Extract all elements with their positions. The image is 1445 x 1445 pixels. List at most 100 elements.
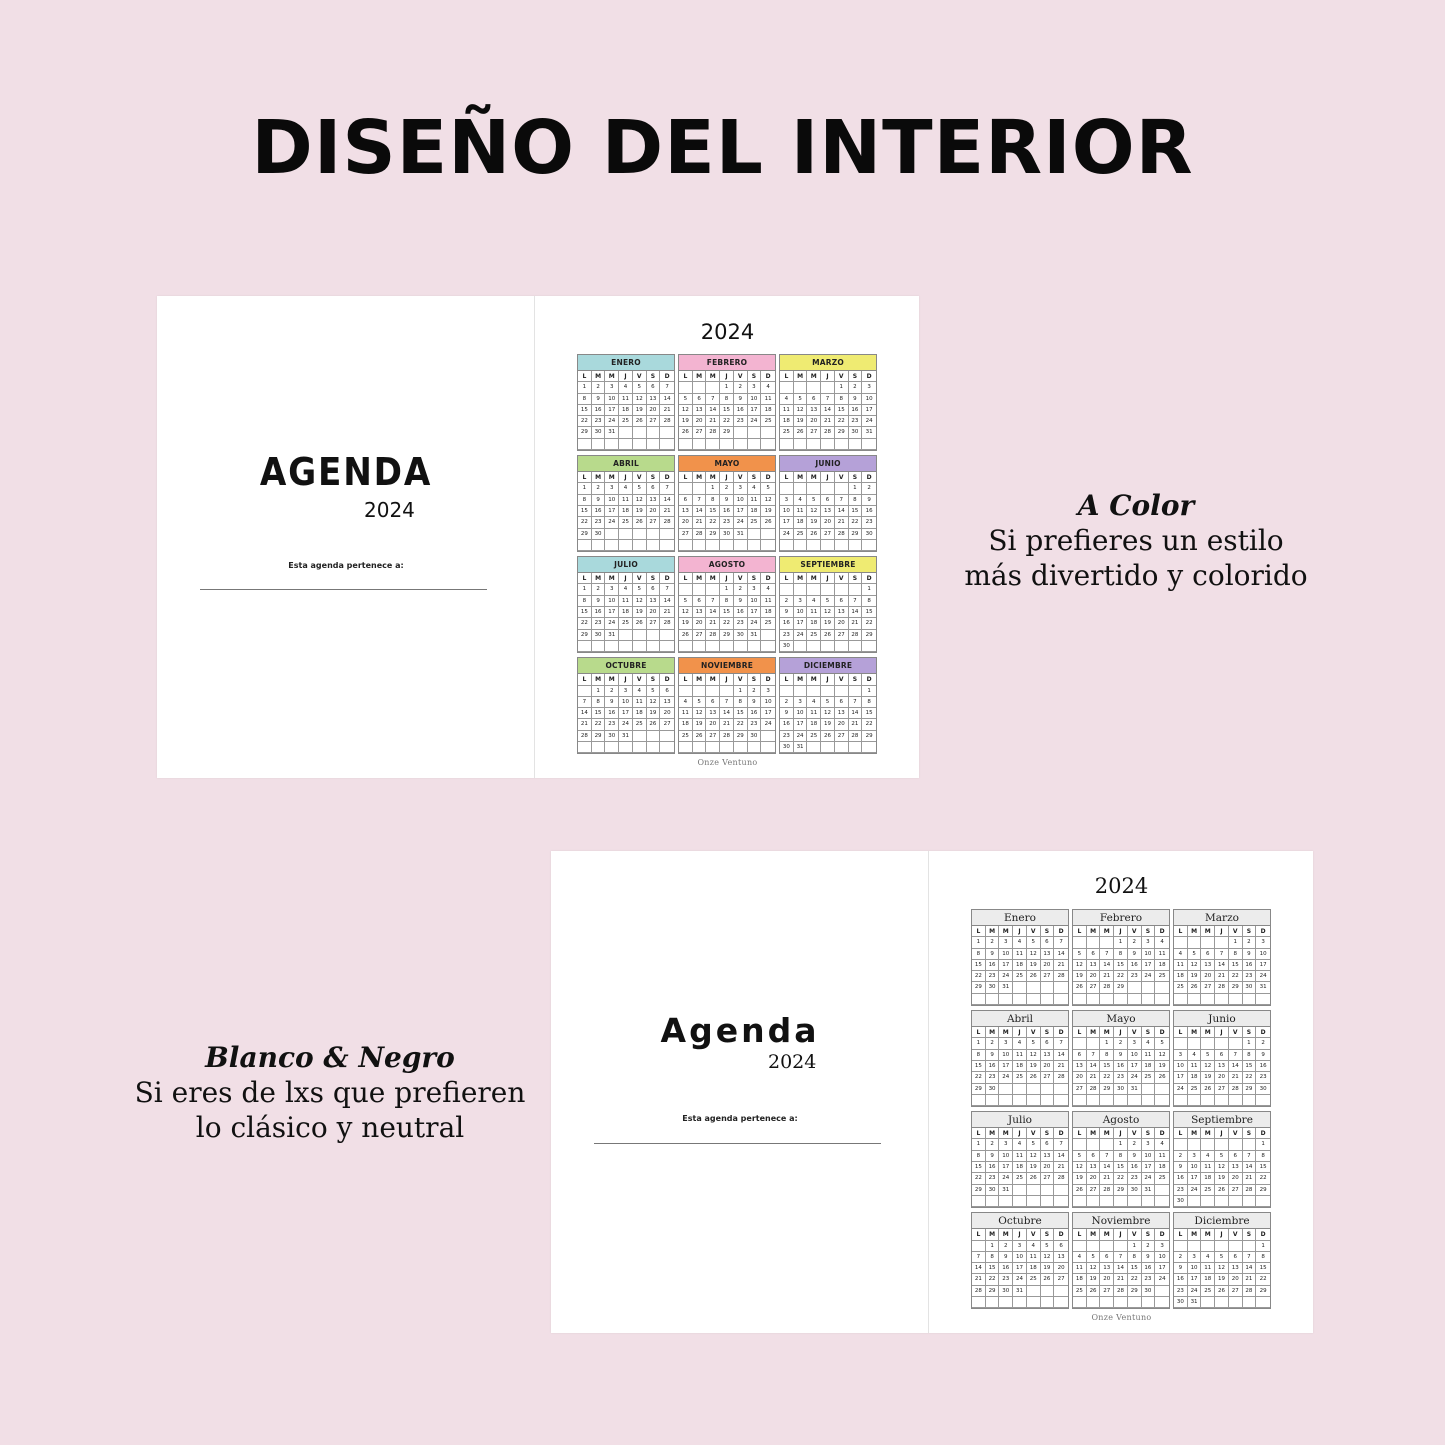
day-cell <box>1201 937 1216 949</box>
day-cell: 31 <box>1141 1184 1156 1196</box>
day-cell: 14 <box>578 708 592 720</box>
day-cell <box>780 685 794 697</box>
day-cell: 31 <box>605 427 620 439</box>
weekday-label: L <box>578 472 592 484</box>
day-cell: 26 <box>821 629 835 641</box>
weekday-label: L <box>972 1027 986 1039</box>
month-name: NOVIEMBRE <box>679 658 775 675</box>
day-cell: 29 <box>972 1184 986 1196</box>
day-cell: 21 <box>1242 1274 1257 1286</box>
weekday-label: V <box>632 472 647 484</box>
day-cell: 26 <box>1215 1285 1229 1298</box>
day-cell <box>780 382 794 394</box>
day-cell <box>1073 993 1087 1006</box>
day-cell: 17 <box>780 517 794 529</box>
month-name: MARZO <box>780 355 876 371</box>
day-cell <box>807 539 822 552</box>
day-cell <box>1127 1297 1142 1309</box>
day-cell: 19 <box>793 416 808 428</box>
caption-heading: Blanco & Negro <box>205 1041 455 1074</box>
day-cell: 24 <box>999 1072 1014 1084</box>
day-cell <box>1054 1297 1068 1309</box>
day-cell: 27 <box>1040 1173 1055 1185</box>
day-cell: 26 <box>646 719 661 731</box>
cover-page: AGENDA 2024 Esta agenda pertenece a: <box>157 296 535 778</box>
day-cell: 4 <box>1187 1049 1202 1061</box>
day-cell: 10 <box>733 494 748 506</box>
day-cell: 3 <box>780 494 794 506</box>
day-cell: 20 <box>807 416 822 428</box>
day-cell <box>619 438 633 451</box>
day-cell: 23 <box>985 971 1000 983</box>
day-cell: 16 <box>780 719 794 731</box>
weekday-label: V <box>733 371 748 383</box>
day-cell: 14 <box>1242 1263 1257 1275</box>
day-cell: 22 <box>733 719 748 731</box>
month-calendar: JULIO L M M J V S D 1 2 3 4 5 6 7 8 9 10 11 12 13 14 15 16 17 18 1… <box>577 556 675 654</box>
weekday-label: S <box>747 472 762 484</box>
day-cell: 14 <box>821 404 835 417</box>
day-cell: 23 <box>985 1173 1000 1185</box>
day-cell: 31 <box>999 982 1014 994</box>
day-cell: 19 <box>807 517 822 529</box>
day-cell: 15 <box>972 1162 986 1174</box>
day-cell: 20 <box>646 505 661 518</box>
day-cell: 24 <box>619 719 633 731</box>
day-cell: 26 <box>1026 1173 1041 1185</box>
day-cell: 26 <box>679 427 693 439</box>
weekday-label: S <box>1242 926 1257 938</box>
day-cell: 2 <box>780 696 794 709</box>
day-cell: 29 <box>862 731 876 743</box>
day-cell: 10 <box>747 595 762 608</box>
day-cell: 19 <box>1073 971 1087 983</box>
day-cell <box>605 528 620 540</box>
day-cell: 13 <box>1054 1252 1068 1264</box>
day-cell: 18 <box>747 505 762 518</box>
day-cell: 4 <box>761 584 775 596</box>
day-cell: 6 <box>646 382 661 394</box>
day-cell: 9 <box>605 696 620 709</box>
weekday-label: M <box>999 926 1014 938</box>
day-cell <box>692 685 707 697</box>
day-cell: 1 <box>578 584 592 596</box>
weekday-label: J <box>1215 1229 1229 1241</box>
day-cell: 28 <box>692 528 707 540</box>
day-cell: 23 <box>733 618 748 630</box>
day-cell: 11 <box>679 708 693 720</box>
weekday-label: M <box>1187 1229 1202 1241</box>
day-cell: 2 <box>1127 937 1142 949</box>
day-cell: 1 <box>862 584 876 596</box>
day-cell: 21 <box>1228 1072 1243 1084</box>
day-cell: 16 <box>1141 1263 1156 1275</box>
day-cell <box>591 438 606 451</box>
day-cell: 4 <box>632 685 647 697</box>
day-cell: 4 <box>1201 1150 1216 1163</box>
day-cell: 8 <box>1256 1151 1270 1163</box>
day-cell: 30 <box>780 640 794 653</box>
day-cell <box>1013 982 1027 994</box>
day-cell: 27 <box>706 730 721 743</box>
day-cell: 16 <box>999 1263 1014 1275</box>
day-cell: 29 <box>1228 982 1243 994</box>
day-cell: 8 <box>591 696 606 709</box>
day-cell: 28 <box>578 730 592 743</box>
day-cell <box>1187 1195 1202 1208</box>
day-cell <box>632 629 647 641</box>
day-cell: 26 <box>632 517 647 529</box>
day-cell: 12 <box>807 505 822 518</box>
weekday-label: M <box>807 371 822 383</box>
day-cell: 3 <box>605 483 620 495</box>
day-cell <box>1013 1195 1027 1208</box>
day-cell <box>692 640 707 653</box>
weekday-label: L <box>780 472 794 484</box>
day-cell <box>834 685 849 697</box>
day-cell: 11 <box>1013 1150 1027 1163</box>
month-name: Enero <box>972 910 1068 926</box>
day-cell: 11 <box>619 393 633 405</box>
day-cell: 21 <box>834 517 849 529</box>
day-cell: 25 <box>632 719 647 731</box>
day-cell: 11 <box>1141 1049 1156 1061</box>
weekday-label: J <box>1013 926 1027 938</box>
weekday-label: V <box>1026 1128 1041 1140</box>
day-cell: 4 <box>807 696 822 709</box>
